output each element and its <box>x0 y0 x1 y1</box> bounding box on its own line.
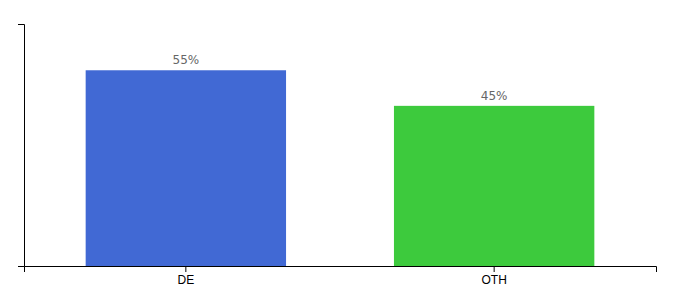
data-label: 45% <box>481 89 508 103</box>
x-tick: OTH <box>481 266 506 287</box>
data-label: 55% <box>173 53 200 67</box>
data-labels: 55% 45% <box>173 53 508 103</box>
y-axis-line <box>18 25 25 267</box>
chart-svg: 55% 45% DE OTH <box>0 0 680 300</box>
y-axis <box>18 25 25 267</box>
plot-area: 55% 45% DE OTH <box>18 25 657 287</box>
x-tick-label: OTH <box>481 273 506 287</box>
bar <box>86 70 286 266</box>
bars <box>86 70 595 266</box>
x-tick-mark <box>494 266 495 272</box>
bar <box>394 106 594 266</box>
x-tick-mark <box>185 266 186 272</box>
x-axis-line <box>25 267 657 273</box>
x-tick-label: DE <box>178 273 195 287</box>
x-axis: DE OTH <box>25 266 657 287</box>
chart-container: 55% 45% DE OTH <box>0 0 680 300</box>
x-tick: DE <box>178 266 195 287</box>
